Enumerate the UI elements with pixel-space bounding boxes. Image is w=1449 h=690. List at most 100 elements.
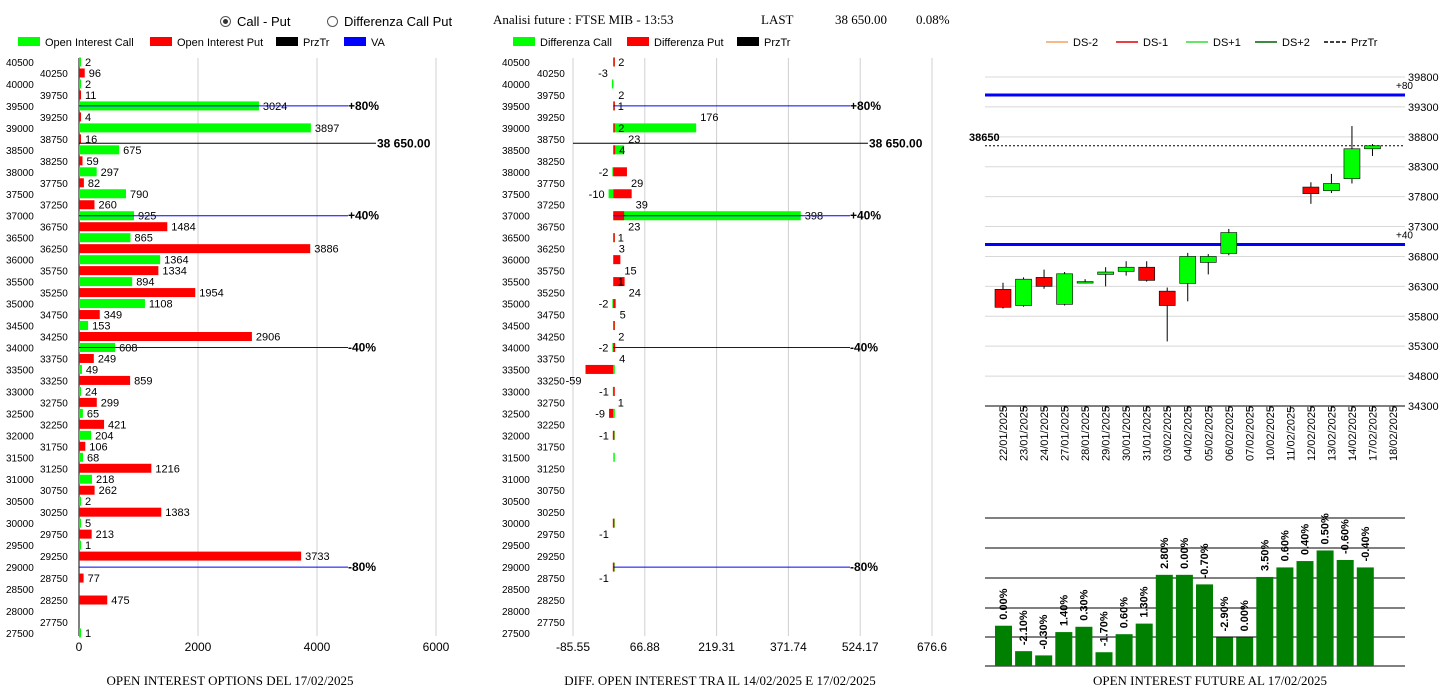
- call-diff-bar: [612, 299, 614, 309]
- strike-tick-label: 36000: [6, 256, 34, 267]
- y-tick-label: 36300: [1408, 281, 1439, 293]
- strike-tick-label: 37000: [502, 212, 530, 223]
- legend-swatch: [513, 37, 535, 46]
- call-oi-label: 865: [134, 233, 152, 245]
- last-value: 38 650.00: [835, 12, 887, 27]
- put-diff-bar: [612, 430, 615, 440]
- strike-tick-label: 38750: [537, 135, 565, 146]
- legend-label: DS+2: [1282, 37, 1310, 49]
- strike-tick-label: 33500: [6, 365, 34, 376]
- y-tick-label: 38800: [1408, 132, 1439, 144]
- date-tick-label: 30/01/2025: [1121, 406, 1133, 461]
- strike-tick-label: 30750: [40, 486, 68, 497]
- strike-tick-label: 31250: [40, 464, 68, 475]
- oi-future-pct-label: 0.30%: [1078, 589, 1090, 620]
- call-diff-bar: [613, 123, 697, 133]
- oi-future-bar: [1015, 651, 1033, 666]
- oi-future-bar: [1115, 634, 1133, 666]
- call-oi-label: 204: [95, 430, 113, 442]
- strike-tick-label: 29000: [6, 563, 34, 574]
- y-tick-label: 35800: [1408, 311, 1439, 323]
- date-tick-label: 18/02/2025: [1388, 406, 1400, 461]
- oi-future-bar: [1316, 550, 1334, 666]
- oi-future-bar: [1095, 652, 1113, 666]
- oi-future-pct-label: -0.30%: [1038, 614, 1050, 649]
- strike-tick-label: 37750: [40, 179, 68, 190]
- put-oi-bar: [79, 595, 108, 605]
- call-oi-label: 2: [85, 57, 91, 69]
- date-tick-label: 10/02/2025: [1265, 406, 1277, 461]
- y-tick-label: 37800: [1408, 192, 1439, 204]
- radio-differenza[interactable]: Differenza Call Put: [327, 12, 452, 30]
- strike-tick-label: 29750: [40, 530, 68, 541]
- put-oi-label: 260: [98, 200, 116, 212]
- x-tick-label: 371.74: [770, 640, 807, 654]
- date-tick-label: 22/01/2025: [998, 406, 1010, 461]
- call-diff-bar: [613, 452, 615, 462]
- legend-label: Open Interest Put: [177, 37, 263, 49]
- diff-value-label: 2: [618, 123, 624, 135]
- last-label: LAST: [761, 12, 794, 27]
- y-tick-label: 39800: [1408, 72, 1439, 84]
- strike-tick-label: 34000: [6, 343, 34, 354]
- x-tick-label: 0: [76, 640, 83, 654]
- put-oi-label: 249: [98, 353, 116, 365]
- oi-future-bar: [1356, 567, 1374, 666]
- put-diff-bar: [585, 364, 614, 374]
- strike-tick-label: 29250: [40, 552, 68, 563]
- strike-tick-label: 29500: [502, 541, 530, 552]
- strike-tick-label: 39000: [502, 124, 530, 135]
- strike-tick-label: 40500: [6, 58, 34, 69]
- strike-tick-label: 32750: [537, 398, 565, 409]
- radio-call-put[interactable]: Call - Put: [220, 12, 290, 30]
- diff-value-label: 24: [629, 288, 641, 300]
- y-tick-label: 38300: [1408, 162, 1439, 174]
- date-tick-label: 23/01/2025: [1019, 406, 1031, 461]
- strike-tick-label: 38250: [40, 157, 68, 168]
- diff-value-label: 1: [618, 277, 624, 289]
- put-oi-bar: [79, 573, 84, 583]
- strike-tick-label: 32500: [6, 409, 34, 420]
- oi-future-pct-label: 1.30%: [1139, 586, 1151, 617]
- diff-value-label: 29: [631, 178, 643, 190]
- strike-tick-label: 35500: [6, 278, 34, 289]
- put-oi-bar: [79, 551, 302, 561]
- strike-tick-label: 38750: [40, 135, 68, 146]
- radio-dot-icon: [327, 15, 338, 27]
- strike-tick-label: 34750: [537, 311, 565, 322]
- put-oi-bar: [79, 90, 81, 100]
- strike-tick-label: 38500: [6, 146, 34, 157]
- call-oi-bar: [79, 474, 92, 484]
- diff-value-label: -1: [599, 386, 609, 398]
- put-oi-label: 11: [85, 90, 96, 102]
- strike-tick-label: 34000: [502, 343, 530, 354]
- legend-label: Differenza Put: [654, 37, 724, 49]
- strike-tick-label: 34500: [6, 322, 34, 333]
- call-oi-bar: [79, 540, 81, 550]
- put-oi-bar: [79, 134, 81, 144]
- call-oi-bar: [79, 255, 161, 265]
- call-oi-label: 675: [123, 145, 141, 157]
- date-tick-label: 24/01/2025: [1039, 406, 1051, 461]
- strike-tick-label: 33000: [502, 387, 530, 398]
- caption-diff-open-interest: DIFF. OPEN INTEREST TRA IL 14/02/2025 E …: [564, 673, 876, 688]
- strike-tick-label: 28000: [6, 607, 34, 618]
- x-tick-label: 524.17: [842, 640, 879, 654]
- strike-tick-label: 37500: [6, 190, 34, 201]
- strike-tick-label: 30000: [6, 519, 34, 530]
- diff-value-label: 23: [628, 134, 640, 146]
- put-oi-bar: [79, 463, 152, 473]
- put-oi-label: 4: [85, 112, 91, 124]
- call-oi-label: 1108: [149, 299, 173, 311]
- put-oi-label: 1484: [171, 222, 195, 234]
- date-tick-label: 11/02/2025: [1285, 407, 1297, 461]
- strike-tick-label: 35750: [537, 267, 565, 278]
- strike-tick-label: 28750: [40, 574, 68, 585]
- strike-tick-label: 31750: [40, 442, 68, 453]
- strike-tick-label: 27750: [537, 618, 565, 629]
- oi-future-pct-label: -0.60%: [1340, 519, 1352, 554]
- call-oi-label: 790: [130, 189, 148, 201]
- oi-future-pct-label: -0.40%: [1360, 526, 1372, 561]
- strike-tick-label: 29250: [537, 552, 565, 563]
- call-oi-label: 1364: [164, 255, 188, 267]
